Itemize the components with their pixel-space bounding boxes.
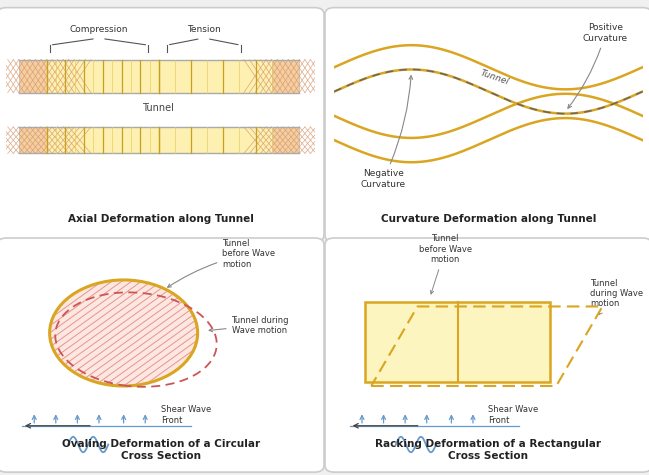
Text: Ovaling Deformation of a Circular
Cross Section: Ovaling Deformation of a Circular Cross … [62,439,260,461]
Bar [19,59,47,93]
Text: Shear Wave
Front: Shear Wave Front [489,405,539,425]
Text: Tunnel
before Wave
motion: Tunnel before Wave motion [167,239,275,287]
Bar [19,127,47,153]
Text: Negative
Curvature: Negative Curvature [361,76,413,189]
Text: Tunnel
before Wave
motion: Tunnel before Wave motion [419,235,472,294]
Text: Curvature Deformation along Tunnel: Curvature Deformation along Tunnel [381,214,596,224]
Text: Compression: Compression [69,25,129,34]
Bar [365,302,550,381]
FancyBboxPatch shape [0,238,324,472]
Bar [271,59,299,93]
Text: Tension: Tension [187,25,221,34]
Circle shape [49,280,197,386]
Text: Positive
Curvature: Positive Curvature [568,23,628,108]
FancyBboxPatch shape [325,8,649,242]
Text: Tunnel during
Wave motion: Tunnel during Wave motion [209,315,289,335]
Text: Tunnel: Tunnel [141,103,173,113]
Text: Tunnel: Tunnel [479,68,510,87]
Text: Racking Deformation of a Rectangular
Cross Section: Racking Deformation of a Rectangular Cro… [375,439,602,461]
Bar [47,59,271,93]
Text: Tunnel
during Wave
motion: Tunnel during Wave motion [590,279,643,314]
FancyBboxPatch shape [0,8,324,242]
Bar [271,127,299,153]
FancyBboxPatch shape [325,238,649,472]
Bar [47,127,271,153]
Text: Shear Wave
Front: Shear Wave Front [161,405,211,425]
Text: Axial Deformation along Tunnel: Axial Deformation along Tunnel [67,214,254,224]
